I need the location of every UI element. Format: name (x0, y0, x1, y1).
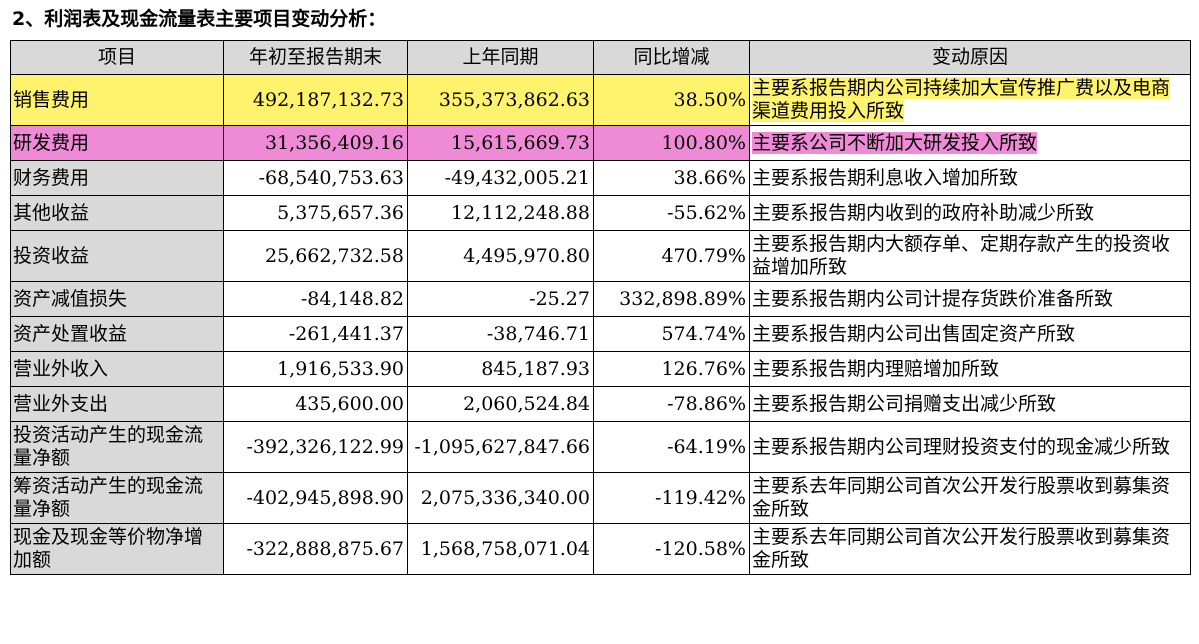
table-row: 筹资活动产生的现金流量净额 -402,945,898.90 2,075,336,… (10, 472, 1191, 524)
row-reason: 主要系报告期内大额存单、定期存款产生的投资收益增加所致 (749, 230, 1191, 282)
row-current: 492,187,132.73 (223, 74, 408, 126)
table-row: 其他收益 5,375,657.36 12,112,248.88 -55.62% … (10, 195, 1191, 231)
row-item: 投资收益 (10, 230, 224, 282)
table-row: 资产处置收益 -261,441.37 -38,746.71 574.74% 主要… (10, 316, 1191, 352)
row-prior: 12,112,248.88 (407, 195, 594, 231)
row-item: 投资活动产生的现金流量净额 (10, 421, 224, 473)
row-change: -78.86% (593, 386, 750, 422)
row-prior: -1,095,627,847.66 (407, 421, 594, 473)
table-row: 现金及现金等价物净增加额 -322,888,875.67 1,568,758,0… (10, 523, 1191, 575)
row-reason: 主要系报告期内公司计提存货跌价准备所致 (749, 281, 1191, 317)
row-current: 435,600.00 (223, 386, 408, 422)
row-change: -64.19% (593, 421, 750, 473)
row-change: 332,898.89% (593, 281, 750, 317)
row-item: 财务费用 (10, 160, 224, 196)
row-change: 38.50% (593, 74, 750, 126)
table-row: 研发费用 31,356,409.16 15,615,669.73 100.80%… (10, 125, 1191, 161)
table-row: 资产减值损失 -84,148.82 -25.27 332,898.89% 主要系… (10, 281, 1191, 317)
section-title: 2、利润表及现金流量表主要项目变动分析： (12, 8, 387, 30)
header-prior: 上年同期 (407, 40, 594, 75)
row-prior: 2,075,336,340.00 (407, 472, 594, 524)
row-change: 470.79% (593, 230, 750, 282)
row-reason-text: 主要系公司不断加大研发投入所致 (752, 131, 1038, 154)
row-current: -402,945,898.90 (223, 472, 408, 524)
row-current: -261,441.37 (223, 316, 408, 352)
table-row: 投资活动产生的现金流量净额 -392,326,122.99 -1,095,627… (10, 421, 1191, 473)
row-prior: 4,495,970.80 (407, 230, 594, 282)
row-current: 5,375,657.36 (223, 195, 408, 231)
row-prior: 355,373,862.63 (407, 74, 594, 126)
row-reason-text: 主要系报告期内公司持续加大宣传推广费以及电商渠道费用投入所致 (752, 77, 1171, 122)
row-change: -55.62% (593, 195, 750, 231)
table-row: 投资收益 25,662,732.58 4,495,970.80 470.79% … (10, 230, 1191, 282)
row-reason: 主要系报告期内收到的政府补助减少所致 (749, 195, 1191, 231)
row-item: 销售费用 (10, 74, 224, 126)
row-current: -68,540,753.63 (223, 160, 408, 196)
row-current: 25,662,732.58 (223, 230, 408, 282)
row-reason: 主要系报告期内公司出售固定资产所致 (749, 316, 1191, 352)
row-reason: 主要系公司不断加大研发投入所致 (749, 125, 1191, 161)
row-current: -84,148.82 (223, 281, 408, 317)
row-item: 营业外支出 (10, 386, 224, 422)
row-prior: 1,568,758,071.04 (407, 523, 594, 575)
row-change: 126.76% (593, 351, 750, 387)
row-reason: 主要系报告期公司捐赠支出减少所致 (749, 386, 1191, 422)
row-item: 筹资活动产生的现金流量净额 (10, 472, 224, 524)
row-reason: 主要系报告期内公司理财投资支付的现金减少所致 (749, 421, 1191, 473)
header-current: 年初至报告期末 (223, 40, 408, 75)
row-prior: 2,060,524.84 (407, 386, 594, 422)
table-row: 财务费用 -68,540,753.63 -49,432,005.21 38.66… (10, 160, 1191, 196)
row-change: -120.58% (593, 523, 750, 575)
row-item: 资产减值损失 (10, 281, 224, 317)
row-prior: -49,432,005.21 (407, 160, 594, 196)
row-change: 38.66% (593, 160, 750, 196)
header-item: 项目 (10, 40, 224, 75)
row-reason: 主要系去年同期公司首次公开发行股票收到募集资金所致 (749, 472, 1191, 524)
header-reason: 变动原因 (749, 40, 1191, 75)
row-item: 研发费用 (10, 125, 224, 161)
row-item: 其他收益 (10, 195, 224, 231)
row-reason: 主要系报告期利息收入增加所致 (749, 160, 1191, 196)
row-current: -322,888,875.67 (223, 523, 408, 575)
row-current: 31,356,409.16 (223, 125, 408, 161)
row-reason: 主要系报告期内公司持续加大宣传推广费以及电商渠道费用投入所致 (749, 74, 1191, 126)
row-item: 营业外收入 (10, 351, 224, 387)
row-change: 574.74% (593, 316, 750, 352)
row-prior: -38,746.71 (407, 316, 594, 352)
row-reason: 主要系报告期内理赔增加所致 (749, 351, 1191, 387)
row-reason: 主要系去年同期公司首次公开发行股票收到募集资金所致 (749, 523, 1191, 575)
change-analysis-table: 项目 年初至报告期末 上年同期 同比增减 变动原因 销售费用 492,187,1… (10, 40, 1191, 575)
row-item: 资产处置收益 (10, 316, 224, 352)
table-row: 营业外支出 435,600.00 2,060,524.84 -78.86% 主要… (10, 386, 1191, 422)
table-row: 销售费用 492,187,132.73 355,373,862.63 38.50… (10, 74, 1191, 126)
table-row: 营业外收入 1,916,533.90 845,187.93 126.76% 主要… (10, 351, 1191, 387)
row-change: 100.80% (593, 125, 750, 161)
row-prior: 845,187.93 (407, 351, 594, 387)
row-change: -119.42% (593, 472, 750, 524)
header-change: 同比增减 (593, 40, 750, 75)
row-item: 现金及现金等价物净增加额 (10, 523, 224, 575)
header-row: 项目 年初至报告期末 上年同期 同比增减 变动原因 (10, 40, 1191, 75)
row-current: -392,326,122.99 (223, 421, 408, 473)
row-current: 1,916,533.90 (223, 351, 408, 387)
row-prior: -25.27 (407, 281, 594, 317)
row-prior: 15,615,669.73 (407, 125, 594, 161)
